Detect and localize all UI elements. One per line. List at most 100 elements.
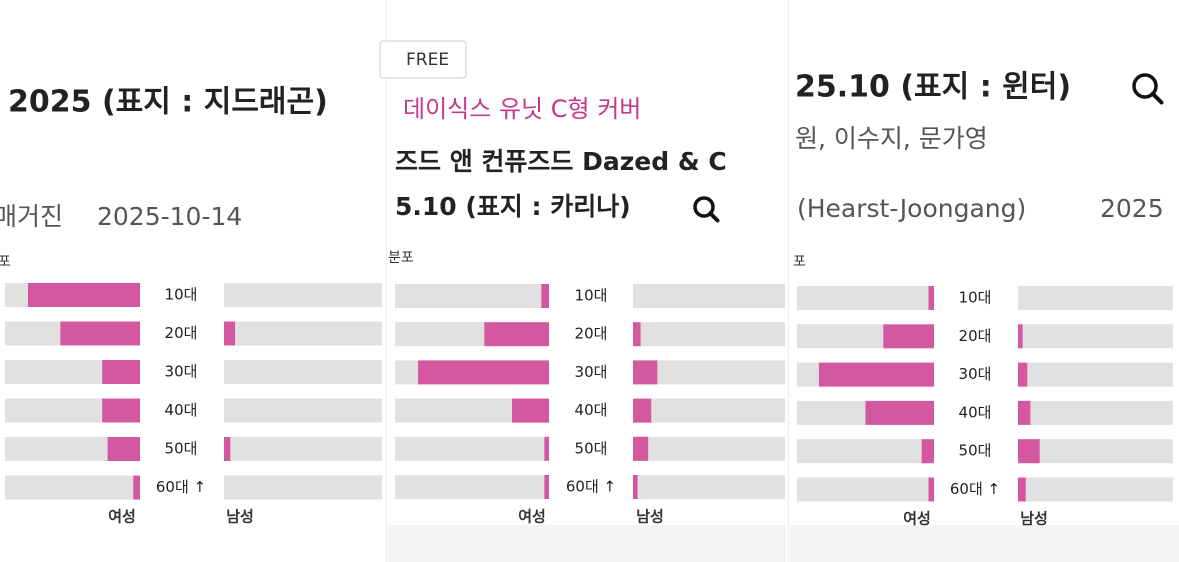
male-track [1018,324,1173,349]
female-bar [928,477,934,502]
search-icon-handle[interactable] [708,211,720,223]
male-bar [633,475,638,499]
age-label: 10대 [165,286,198,304]
male-bar [1018,324,1023,349]
female-label: 여성 [108,508,136,526]
search-icon[interactable] [693,196,715,218]
age-label: 40대 [165,401,198,419]
male-bar [1018,362,1028,387]
female-track [5,475,140,500]
male-track [224,360,382,384]
header-text: 5.10 (표지 : 카리나) [395,192,631,221]
male-track [224,475,382,500]
male-label: 남성 [226,508,254,526]
male-track [633,284,785,308]
age-label: 50대 [575,439,608,457]
male-track [1018,362,1173,387]
header-text: 즈드 앤 컨퓨즈드 Dazed & C [395,147,727,176]
female-bar [107,437,140,461]
male-bar [1018,400,1031,425]
header-text: 분포 [388,250,414,266]
female-bar [484,322,549,347]
age-label: 10대 [959,289,992,307]
age-label: 30대 [165,363,198,381]
male-bar [224,437,231,461]
female-bar [544,475,549,499]
male-track [224,283,382,307]
male-label: 남성 [1020,510,1048,528]
female-track [395,475,549,499]
male-track [633,436,785,461]
female-bar [544,436,549,461]
age-label: 20대 [575,325,608,343]
female-bar [418,360,549,385]
male-bar [1018,477,1026,502]
header-text: 포 [793,254,806,270]
female-bar [883,324,934,349]
female-label: 여성 [518,508,546,526]
age-label: 30대 [575,363,608,381]
male-track [633,475,785,499]
header-text: 2025 [1100,194,1164,223]
male-track [1018,400,1173,425]
female-bar [865,400,934,425]
search-icon[interactable] [1132,73,1158,99]
header-text: 2025-10-14 [97,202,242,231]
panel-footer [388,525,786,562]
search-icon-handle[interactable] [1150,91,1164,105]
age-label: 60대 ↑ [156,478,206,496]
free-badge [379,40,467,79]
female-bar [512,398,549,423]
female-bar [102,360,140,384]
panel-footer [790,525,1179,562]
female-track [797,477,934,502]
male-bar [633,322,641,347]
female-bar [133,475,140,500]
female-track [797,286,934,310]
age-label: 50대 [959,442,992,460]
female-bar [921,439,934,464]
age-label: 40대 [575,401,608,419]
header-text: 포 [0,254,11,270]
male-track [1018,477,1173,502]
age-label: 20대 [959,327,992,345]
female-track [797,439,934,464]
male-bar [633,398,652,423]
age-label: 60대 ↑ [566,478,616,496]
age-label: 50대 [165,440,198,458]
header-text: 25.10 (표지 : 윈터) [795,70,1071,105]
male-track [224,321,382,346]
male-bar [1018,439,1040,464]
header-text: 데이식스 유닛 C형 커버 [403,95,641,123]
female-bar [928,286,934,310]
male-track [1018,439,1173,464]
male-track [224,398,382,423]
age-label: 30대 [959,365,992,383]
male-bar [224,321,236,346]
age-label: 20대 [165,324,198,342]
male-label: 남성 [636,508,664,526]
header-text: 원, 이수지, 문가영 [795,124,988,153]
age-label: 60대 ↑ [950,480,1000,498]
male-bar [633,360,658,385]
header-text: (Hearst-Joongang) [797,194,1026,223]
header-text: 매거진 [0,202,63,231]
male-track [1018,286,1173,310]
female-bar [541,284,549,308]
male-track [224,437,382,461]
header-text: 2025 (표지 : 지드래곤) [8,85,328,120]
male-bar [633,436,649,461]
male-track [633,360,785,385]
female-bar [818,362,934,387]
age-label: 10대 [575,287,608,305]
female-bar [60,321,140,346]
female-track [395,436,549,461]
female-bar [27,283,141,307]
male-track [633,322,785,347]
age-label: 40대 [959,403,992,421]
male-track [633,398,785,423]
female-track [395,284,549,308]
female-bar [102,398,140,423]
